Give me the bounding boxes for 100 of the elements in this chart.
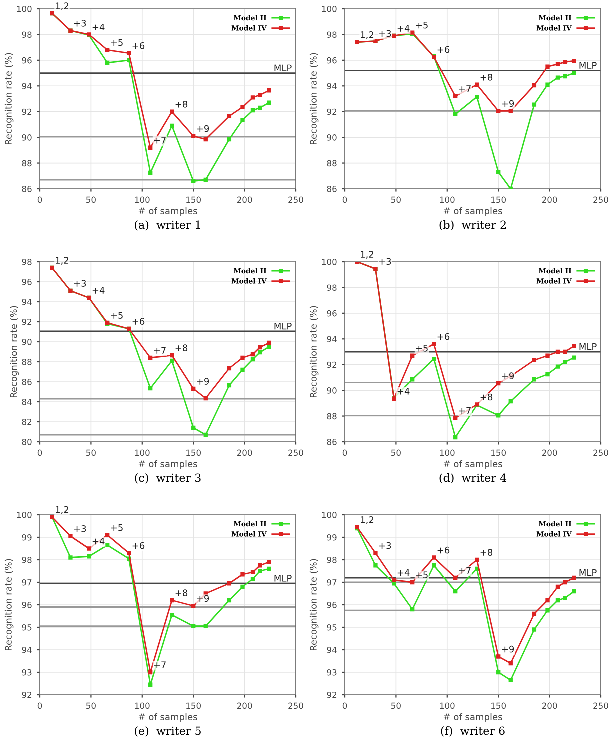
ref-line-label: MLP <box>274 323 292 330</box>
y-tick-label: 90 <box>22 134 32 141</box>
y-tick-label: 94 <box>22 83 32 90</box>
annotation: +5 <box>416 345 428 352</box>
x-tick-label: 0 <box>38 196 42 204</box>
x-axis-title: # of samples <box>138 460 198 470</box>
ref-line-label: MLP <box>274 575 292 582</box>
x-tick-label: 50 <box>392 450 401 456</box>
ref-line-label: MLP <box>580 570 597 576</box>
y-tick-label: 98 <box>22 258 32 266</box>
text: (e) writer 5 <box>135 726 201 737</box>
x-tick-label: 50 <box>392 196 401 204</box>
x-tick-label: 0 <box>342 450 348 456</box>
x-axis-title: # of samples <box>444 207 502 216</box>
y-tick-label: 94 <box>22 298 32 306</box>
x-tick-label: 250 <box>594 196 608 204</box>
y-axis-title: Recognition rate (%) <box>4 53 14 145</box>
y-tick-label: 99 <box>22 534 32 541</box>
annotation: +8 <box>176 344 188 352</box>
y-tick-label: 90 <box>327 388 337 394</box>
annotation: 1,2 <box>361 516 374 524</box>
y-tick-label: 93 <box>327 669 337 676</box>
x-axis-title: # of samples <box>138 207 198 216</box>
text: (a) writer 1 <box>135 220 200 231</box>
x-tick-label: 50 <box>86 196 96 204</box>
y-tick-label: 96 <box>22 278 32 286</box>
annotation: +6 <box>438 333 450 340</box>
x-tick-label: 150 <box>186 702 201 710</box>
annotation: +7 <box>459 86 471 92</box>
y-tick-label: 98 <box>22 32 32 38</box>
annotation: +9 <box>197 125 210 132</box>
x-tick-label: 100 <box>135 702 150 710</box>
y-tick-label: 96 <box>327 57 337 64</box>
y-tick-label: 93 <box>22 669 32 676</box>
annotation: +4 <box>398 25 410 32</box>
text: (b) writer 2 <box>440 220 506 231</box>
y-tick-label: 94 <box>327 646 337 654</box>
annotation: +3 <box>379 258 392 266</box>
annotation: +6 <box>132 542 145 550</box>
x-axis-title: # of samples <box>444 713 502 722</box>
x-tick-label: 0 <box>38 702 42 710</box>
x-tick-label: 150 <box>186 196 201 204</box>
annotation: +3 <box>379 542 392 550</box>
ref-line-label: MLP <box>274 64 292 72</box>
y-tick-label: 96 <box>22 602 32 608</box>
x-tick-label: 250 <box>288 196 304 204</box>
y-tick-label: 96 <box>327 602 337 608</box>
annotation: +8 <box>176 100 188 108</box>
x-tick-label: 150 <box>492 702 506 710</box>
y-tick-label: 92 <box>327 108 337 116</box>
annotation: +6 <box>132 318 145 325</box>
annotation: +3 <box>74 280 86 287</box>
annotation: +6 <box>132 42 145 50</box>
x-tick-label: 200 <box>542 196 558 204</box>
annotation: +9 <box>502 100 514 108</box>
y-tick-label: 100 <box>322 6 337 12</box>
annotation: +7 <box>154 347 166 354</box>
y-tick-label: 100 <box>322 258 337 266</box>
ref-line-label: MLP <box>580 62 597 69</box>
x-tick-label: 250 <box>594 702 608 710</box>
x-tick-label: 150 <box>492 196 506 204</box>
y-tick-label: 99 <box>327 534 337 541</box>
annotation: +8 <box>480 74 493 81</box>
x-tick-label: 150 <box>186 450 201 456</box>
y-tick-label: 98 <box>22 556 32 564</box>
x-tick-label: 0 <box>38 450 42 456</box>
x-tick-label: 50 <box>86 702 96 710</box>
x-tick-label: 50 <box>392 702 401 710</box>
annotation: +5 <box>416 572 428 578</box>
y-tick-label: 96 <box>327 310 337 317</box>
x-tick-label: 100 <box>440 702 455 710</box>
y-tick-label: 90 <box>22 338 32 346</box>
y-tick-label: 86 <box>22 186 32 192</box>
annotation: 1,2 <box>56 2 69 10</box>
annotation: +5 <box>416 22 428 29</box>
x-axis-title: # of samples <box>444 460 502 470</box>
annotation: +5 <box>111 524 123 532</box>
y-tick-label: 82 <box>22 418 32 426</box>
annotation: 1,2 <box>361 251 374 259</box>
x-axis-title: # of samples <box>138 713 198 722</box>
annotation: +7 <box>459 407 471 414</box>
x-tick-label: 250 <box>288 702 304 710</box>
y-tick-label: 84 <box>22 398 32 406</box>
annotation: +9 <box>502 646 514 653</box>
y-tick-label: 94 <box>327 83 337 90</box>
y-axis-title: Recognition rate (%) <box>4 559 14 651</box>
annotation: 1,2 <box>56 506 69 514</box>
x-tick-label: 0 <box>342 702 348 710</box>
x-tick-label: 0 <box>342 196 348 204</box>
x-tick-label: 200 <box>237 196 252 204</box>
annotation: +7 <box>459 567 471 574</box>
y-tick-label: 98 <box>327 556 337 564</box>
annotation: +3 <box>379 30 392 38</box>
y-axis-title: Recognition rate (%) <box>310 306 319 398</box>
annotation: +6 <box>438 546 450 554</box>
annotation: +7 <box>154 662 166 668</box>
annotation: +5 <box>111 312 123 319</box>
annotation: +4 <box>398 388 410 395</box>
y-tick-label: 100 <box>17 6 32 12</box>
y-tick-label: 88 <box>327 413 337 420</box>
